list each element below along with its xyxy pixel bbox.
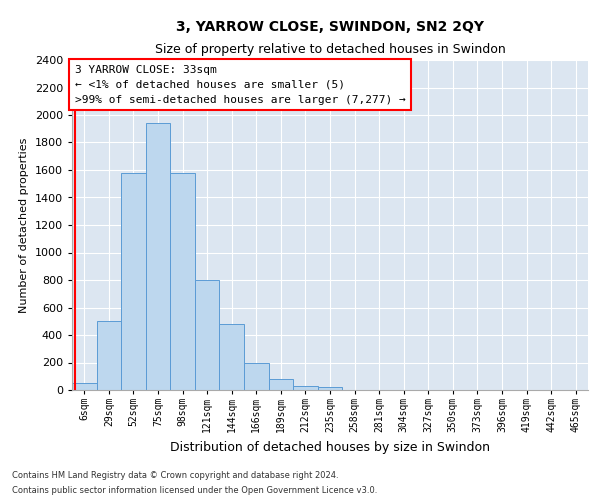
Bar [72,383,97,390]
X-axis label: Distribution of detached houses by size in Swindon: Distribution of detached houses by size … [170,440,490,454]
Bar [318,387,342,390]
Bar [195,280,220,390]
Bar [121,173,146,390]
Bar [146,123,170,390]
Bar [170,173,195,390]
Text: 3 YARROW CLOSE: 33sqm
← <1% of detached houses are smaller (5)
>99% of semi-deta: 3 YARROW CLOSE: 33sqm ← <1% of detached … [74,65,406,104]
Text: Contains HM Land Registry data © Crown copyright and database right 2024.: Contains HM Land Registry data © Crown c… [12,471,338,480]
Text: Contains public sector information licensed under the Open Government Licence v3: Contains public sector information licen… [12,486,377,495]
Bar [293,386,318,390]
Bar [269,379,293,390]
Bar [244,362,269,390]
Text: 3, YARROW CLOSE, SWINDON, SN2 2QY: 3, YARROW CLOSE, SWINDON, SN2 2QY [176,20,484,34]
Bar [220,324,244,390]
Bar [97,322,121,390]
Text: Size of property relative to detached houses in Swindon: Size of property relative to detached ho… [155,42,505,56]
Y-axis label: Number of detached properties: Number of detached properties [19,138,29,312]
